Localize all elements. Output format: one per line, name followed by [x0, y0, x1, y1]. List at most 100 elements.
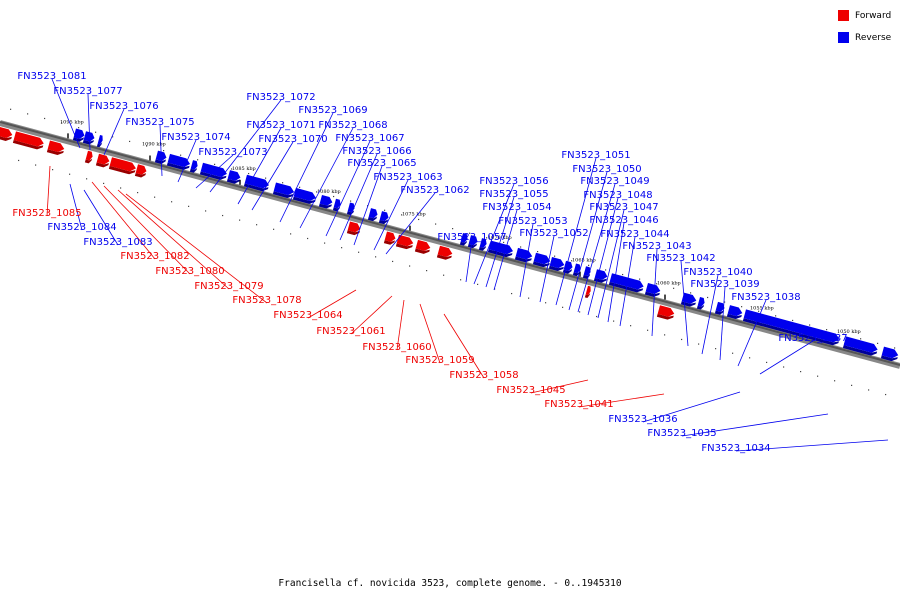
leader-line: [681, 413, 829, 437]
reverse-gene: [367, 208, 378, 222]
minor-dot: [86, 178, 88, 180]
minor-dot: [27, 113, 29, 115]
minor-dot: [307, 237, 309, 240]
minor-dot: [503, 241, 505, 244]
leader-line: [103, 185, 191, 275]
gene-label: FN3523_1054: [482, 202, 551, 213]
minor-dot: [571, 260, 573, 262]
gene-label: FN3523_1063: [373, 172, 442, 183]
gene-label: FN3523_1061: [316, 326, 385, 337]
leader-line: [251, 141, 294, 211]
forward-gene: [95, 153, 110, 168]
leader-line: [555, 157, 597, 306]
legend: Forward Reverse: [838, 9, 891, 53]
gene-label: FN3523_1046: [589, 215, 658, 226]
leader-line: [117, 189, 230, 290]
gene-shadow: [199, 171, 227, 180]
reverse-gene: [459, 233, 468, 246]
gene-arrow: [293, 187, 317, 202]
gene-label: FN3523_1052: [519, 228, 588, 239]
leader-line: [607, 222, 625, 323]
scale-tick-label: 1050 kbp: [837, 329, 861, 335]
reverse-gene: [608, 273, 644, 293]
forward-gene: [134, 164, 147, 178]
leader-line: [493, 209, 518, 291]
leader-line: [680, 260, 689, 347]
reverse-gene: [332, 198, 341, 212]
gene-shadow: [656, 313, 674, 320]
gene-arrow: [190, 160, 198, 170]
minor-dot: [188, 205, 190, 207]
leader-line: [539, 235, 555, 303]
gene-shadow: [226, 178, 240, 184]
reverse-gene: [487, 240, 513, 258]
reverse-gene: [644, 282, 661, 297]
gene-shadow: [96, 142, 103, 148]
minor-dot: [350, 200, 352, 202]
gene-arrow: [135, 164, 147, 175]
forward-gene: [108, 157, 136, 175]
scale-tick-label: 1090 kbp: [142, 142, 166, 148]
minor-dot: [715, 348, 717, 350]
leader-line: [125, 193, 268, 304]
backbone-line: [0, 121, 900, 366]
reverse-gene: [880, 346, 899, 362]
gene-shadow: [842, 345, 878, 356]
gene-arrow: [843, 336, 878, 353]
scale-tick-label: 1060 kbp: [657, 281, 681, 287]
gene-shadow: [532, 261, 550, 268]
minor-dot: [486, 237, 488, 239]
reverse-gene: [243, 174, 269, 192]
leader-line: [759, 340, 814, 375]
reverse-gene: [572, 263, 581, 277]
gene-label: FN3523_1037: [778, 333, 847, 344]
minor-dot: [528, 297, 530, 299]
gene-arrow: [347, 221, 361, 233]
minor-dot: [112, 136, 114, 138]
minor-dot: [282, 182, 284, 184]
gene-shadow: [584, 293, 591, 299]
minor-dot: [690, 292, 692, 294]
minor-dot: [622, 273, 624, 276]
leader-line: [177, 139, 197, 183]
minor-dot: [375, 256, 377, 258]
leader-line: [69, 183, 83, 231]
minor-dot: [18, 159, 20, 162]
gene-shadow: [514, 256, 532, 263]
forward-gene: [0, 127, 13, 141]
minor-dot: [843, 333, 845, 335]
figure-caption: Francisella cf. novicida 3523, complete …: [278, 578, 622, 589]
gene-arrow: [479, 238, 487, 248]
gene-label: FN3523_1066: [342, 146, 411, 157]
minor-dot: [749, 357, 751, 359]
reverse-gene: [226, 170, 241, 184]
reverse-gene: [842, 336, 878, 356]
gene-label: FN3523_1041: [544, 399, 613, 410]
gene-label: FN3523_1036: [608, 414, 677, 425]
leader-line: [350, 295, 393, 335]
gene-label: FN3523_1060: [362, 342, 431, 353]
minor-dot: [511, 292, 513, 295]
gene-arrow: [743, 309, 840, 343]
gene-shadow: [346, 230, 360, 236]
gene-shadow: [608, 281, 644, 293]
gene-shadow: [0, 135, 12, 141]
reverse-gene: [82, 131, 95, 145]
leader-line: [209, 99, 282, 193]
gene-arrow: [83, 131, 95, 142]
minor-dot: [129, 140, 131, 143]
gene-arrow: [109, 157, 136, 172]
minor-dot: [290, 233, 292, 235]
minor-dot: [545, 302, 547, 304]
minor-dot: [758, 310, 760, 312]
minor-dot: [775, 315, 777, 317]
gene-arrow: [549, 257, 565, 269]
gene-label: FN3523_1070: [258, 134, 327, 145]
reverse-gene: [467, 235, 478, 249]
leader-line: [279, 112, 334, 223]
gene-label: FN3523_1085: [12, 208, 81, 219]
leader-line: [353, 165, 383, 246]
gene-label: FN3523_1051: [561, 150, 630, 161]
minor-dot: [299, 186, 301, 188]
